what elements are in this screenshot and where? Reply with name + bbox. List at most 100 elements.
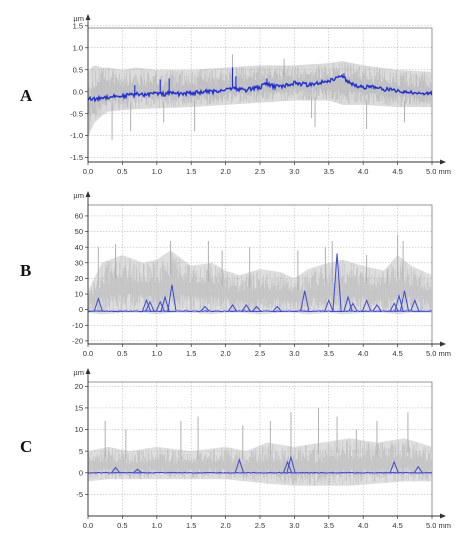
y-tick-label: 50 <box>75 227 83 236</box>
plot-area <box>88 234 432 315</box>
mean-spike <box>227 304 238 312</box>
x-tick-label: 0.5 <box>117 521 127 530</box>
mean-spike <box>372 304 382 312</box>
x-tick-label: 5.0 mm <box>426 349 451 358</box>
x-tick-label: 4.0 <box>358 167 368 176</box>
mean-spike <box>200 305 210 312</box>
y-tick-label: 1.0 <box>73 43 83 52</box>
y-axis-arrow <box>85 191 91 197</box>
y-tick-label: 40 <box>75 243 83 252</box>
x-tick-label: 5.0 mm <box>426 167 451 176</box>
x-tick-label: 3.5 <box>324 349 334 358</box>
y-tick-label: 20 <box>75 274 83 283</box>
mean-spike <box>399 290 410 312</box>
x-tick-label: 1.5 <box>186 349 196 358</box>
x-tick-label: 3.0 <box>289 521 299 530</box>
mean-spike <box>389 302 399 312</box>
mean-spike <box>241 304 251 312</box>
mean-spike <box>111 466 121 474</box>
x-axis-arrow <box>440 341 446 347</box>
mean-spike <box>272 305 282 312</box>
x-tick-label: 2.0 <box>220 349 230 358</box>
x-tick-label: 3.0 <box>289 349 299 358</box>
mean-spike <box>348 302 358 312</box>
y-axis-arrow <box>85 14 91 20</box>
mean-spike <box>93 297 103 312</box>
panel-letter: B <box>20 261 31 280</box>
mean-line <box>88 471 432 474</box>
mean-spike <box>141 298 152 312</box>
x-tick-label: 5.0 mm <box>426 521 451 530</box>
x-tick-label: 2.5 <box>255 349 265 358</box>
y-unit-label: µm <box>73 191 84 200</box>
y-axis-arrow <box>85 368 91 374</box>
x-tick-label: 4.0 <box>358 521 368 530</box>
mean-spike <box>167 284 177 312</box>
mean-spike <box>324 298 334 312</box>
y-tick-label: -20 <box>72 336 83 345</box>
mean-spike <box>300 290 310 312</box>
mean-spike <box>332 253 342 312</box>
y-tick-label: -1.5 <box>70 153 83 162</box>
y-tick-label: -10 <box>72 321 83 330</box>
x-tick-label: 2.0 <box>220 521 230 530</box>
x-tick-label: 0.5 <box>117 349 127 358</box>
y-tick-label: 1.5 <box>73 21 83 30</box>
mean-spike <box>145 300 155 312</box>
x-tick-label: 4.0 <box>358 349 368 358</box>
y-tick-label: 20 <box>75 382 83 391</box>
x-tick-label: 4.5 <box>392 349 402 358</box>
x-tick-label: 1.5 <box>186 167 196 176</box>
mean-spike <box>133 468 142 474</box>
mean-spike <box>410 298 420 312</box>
chart-panel-b: Bµm 60 50 40 30 20 10 0 -10 -200.0 0.5 1.0 1.5 2.0 2.5… <box>20 191 451 358</box>
mean-spike <box>160 295 170 312</box>
x-tick-label: 1.0 <box>152 349 162 358</box>
x-tick-label: 2.5 <box>255 521 265 530</box>
panel-letter: C <box>20 437 32 456</box>
plot-area <box>88 54 432 141</box>
x-tick-label: 2.0 <box>220 167 230 176</box>
mean-spike <box>155 300 165 312</box>
mean-spike <box>362 298 372 312</box>
y-tick-label: 0 <box>79 468 83 477</box>
x-tick-label: 1.0 <box>152 521 162 530</box>
y-tick-label: 5 <box>79 447 83 456</box>
y-tick-label: 0.0 <box>73 87 83 96</box>
y-tick-label: 0.5 <box>73 65 83 74</box>
y-tick-label: -0.5 <box>70 109 83 118</box>
y-unit-label: µm <box>73 14 84 23</box>
mean-line <box>88 310 432 313</box>
band-noise <box>88 252 432 315</box>
y-tick-label: 30 <box>75 258 83 267</box>
x-tick-label: 4.5 <box>392 521 402 530</box>
chart-panel-c: Cµm 20 15 10 5 0 -5 0.0 0.5 1.0 1.5 2.0 2.5 3.0 3.5 4.0… <box>20 368 451 530</box>
mean-line <box>88 73 432 103</box>
y-tick-label: 0 <box>79 305 83 314</box>
x-tick-label: 0.0 <box>83 521 93 530</box>
mean-spike <box>413 465 423 474</box>
mean-spike <box>286 455 296 473</box>
y-tick-label: -1.0 <box>70 131 83 140</box>
x-axis-arrow <box>440 513 446 519</box>
x-tick-label: 2.5 <box>255 167 265 176</box>
y-tick-label: 10 <box>75 425 83 434</box>
y-tick-label: 15 <box>75 404 83 413</box>
mean-spike <box>282 460 293 473</box>
x-tick-label: 3.5 <box>324 167 334 176</box>
panel-letter: A <box>20 86 33 105</box>
x-tick-label: 3.0 <box>289 167 299 176</box>
mean-spike <box>234 458 244 473</box>
mean-spike <box>389 460 399 473</box>
x-tick-label: 3.5 <box>324 521 334 530</box>
y-tick-label: 60 <box>75 212 83 221</box>
x-tick-label: 0.0 <box>83 349 93 358</box>
x-tick-label: 0.0 <box>83 167 93 176</box>
x-tick-label: 1.5 <box>186 521 196 530</box>
y-unit-label: µm <box>73 368 84 377</box>
x-tick-label: 4.5 <box>392 167 402 176</box>
x-tick-label: 0.5 <box>117 167 127 176</box>
y-tick-label: -5 <box>76 490 83 499</box>
